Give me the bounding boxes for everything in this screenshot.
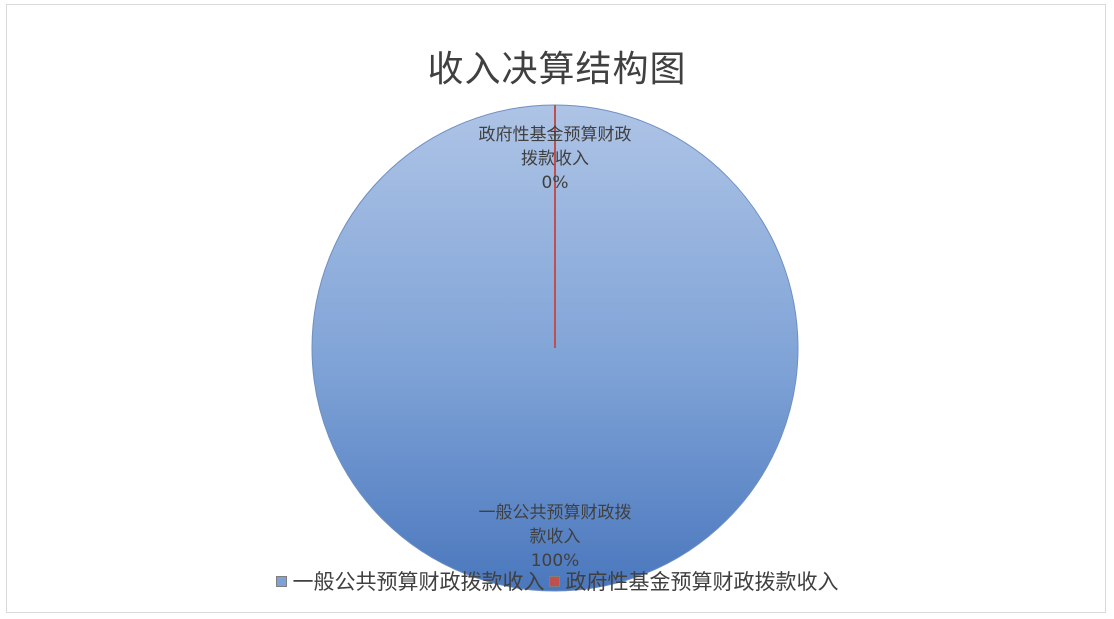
data-label-percent: 0% xyxy=(542,173,569,193)
legend: 一般公共预算财政拨款收入 政府性基金预算财政拨款收入 xyxy=(0,566,1114,596)
legend-swatch-blue xyxy=(275,575,287,587)
data-label-text: 拨款收入 xyxy=(521,149,589,169)
legend-item-government-fund: 政府性基金预算财政拨款收入 xyxy=(548,566,839,596)
legend-label: 一般公共预算财政拨款收入 xyxy=(292,570,545,594)
legend-item-general-budget: 一般公共预算财政拨款收入 xyxy=(275,566,545,596)
data-label-text: 款收入 xyxy=(530,527,581,547)
data-label-text: 一般公共预算财政拨 xyxy=(479,503,632,523)
data-label-text: 政府性基金预算财政 xyxy=(479,125,632,145)
legend-swatch-red xyxy=(548,575,560,587)
data-label-percent: 100% xyxy=(531,551,580,571)
chart-title: 收入决算结构图 xyxy=(427,49,687,90)
legend-label: 政府性基金预算财政拨款收入 xyxy=(565,570,839,594)
